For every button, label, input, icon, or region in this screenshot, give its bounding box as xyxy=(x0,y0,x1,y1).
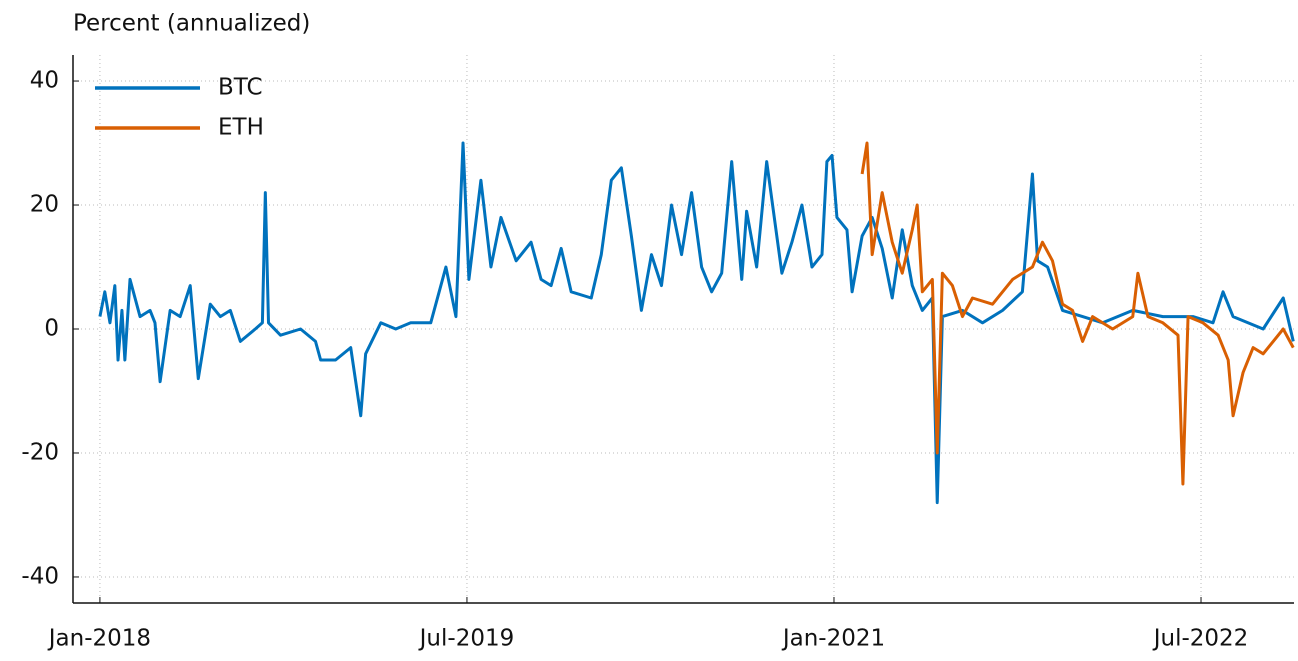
y-tick-label: 40 xyxy=(30,68,59,94)
series-line xyxy=(860,141,1295,486)
x-tick-label: Jan-2018 xyxy=(47,626,151,652)
y-tick-label: 0 xyxy=(44,316,59,342)
legend-label: BTC xyxy=(218,75,263,101)
y-tick-label: 20 xyxy=(30,192,59,218)
y-tick-label: -40 xyxy=(21,563,59,589)
x-tick-label: Jan-2021 xyxy=(781,626,885,652)
legend-label: ETH xyxy=(218,115,264,141)
y-tick-label: -20 xyxy=(21,439,59,465)
x-tick-label: Jul-2019 xyxy=(418,626,515,652)
x-tick-label: Jul-2022 xyxy=(1152,626,1249,652)
series-line xyxy=(98,141,1295,505)
chart-title: Percent (annualized) xyxy=(73,11,310,37)
